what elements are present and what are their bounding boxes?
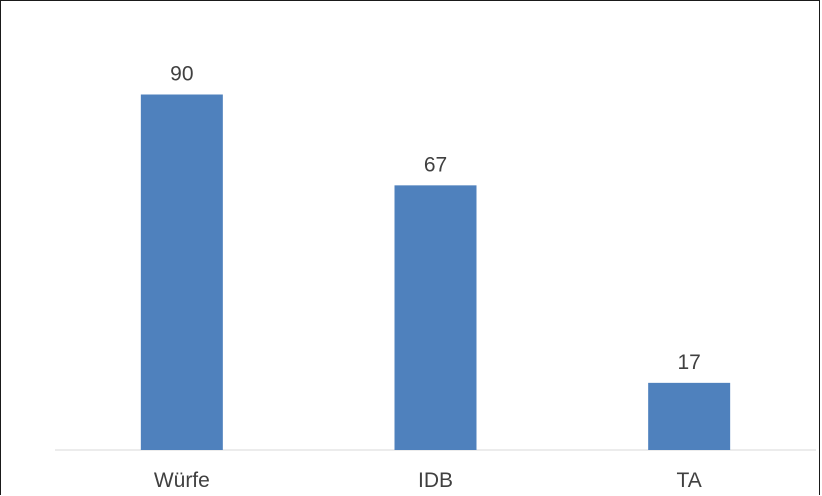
category-label-1: IDB <box>418 469 453 492</box>
bar-2 <box>648 382 731 450</box>
bar-1 <box>394 185 477 450</box>
category-label-0: Würfe <box>154 469 210 492</box>
data-label-1: 67 <box>424 153 447 176</box>
category-label-2: TA <box>677 469 702 492</box>
data-label-2: 17 <box>677 351 700 374</box>
data-label-0: 90 <box>170 63 193 86</box>
bar-0 <box>140 94 223 450</box>
